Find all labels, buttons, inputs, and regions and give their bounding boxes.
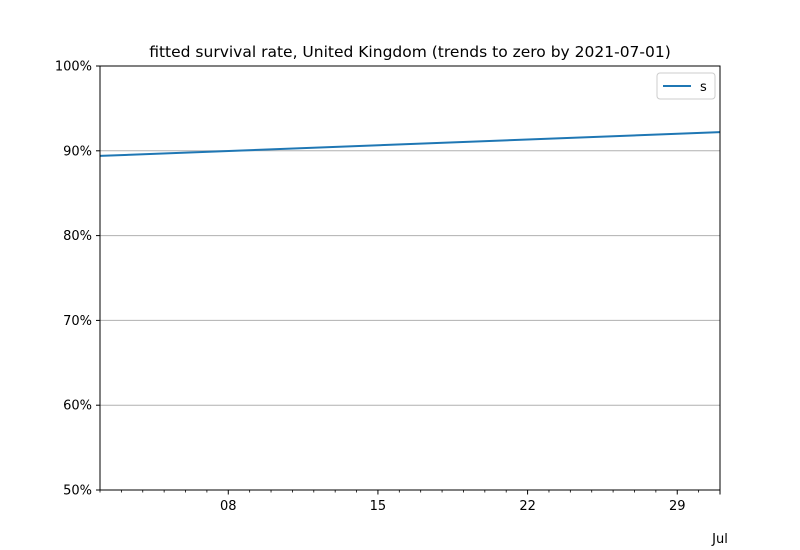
legend-label: s: [700, 80, 707, 95]
y-tick-label: 80%: [63, 229, 92, 244]
y-tick-label: 50%: [63, 484, 92, 499]
series-layer: [99, 131, 721, 157]
x-tick-label: 08: [220, 499, 237, 514]
grid-lines: [100, 65, 720, 491]
y-tick-label: 90%: [63, 144, 92, 159]
y-tick-label: 60%: [63, 399, 92, 414]
plot-frame: [99, 65, 721, 491]
x-tick-label: Jul: [711, 532, 728, 547]
chart-title: fitted survival rate, United Kingdom (tr…: [149, 43, 671, 61]
y-tick-label: 100%: [55, 60, 92, 75]
x-axis: 08 15 22 29 Jul: [99, 490, 728, 547]
x-tick-label: 15: [370, 499, 387, 514]
x-tick-label: 29: [669, 499, 686, 514]
x-tick-label: 22: [519, 499, 536, 514]
y-axis: 50% 60% 70% 80% 90% 100%: [55, 60, 100, 499]
legend: s: [656, 72, 716, 100]
y-tick-label: 70%: [63, 314, 92, 329]
series-line-s: [99, 131, 721, 157]
